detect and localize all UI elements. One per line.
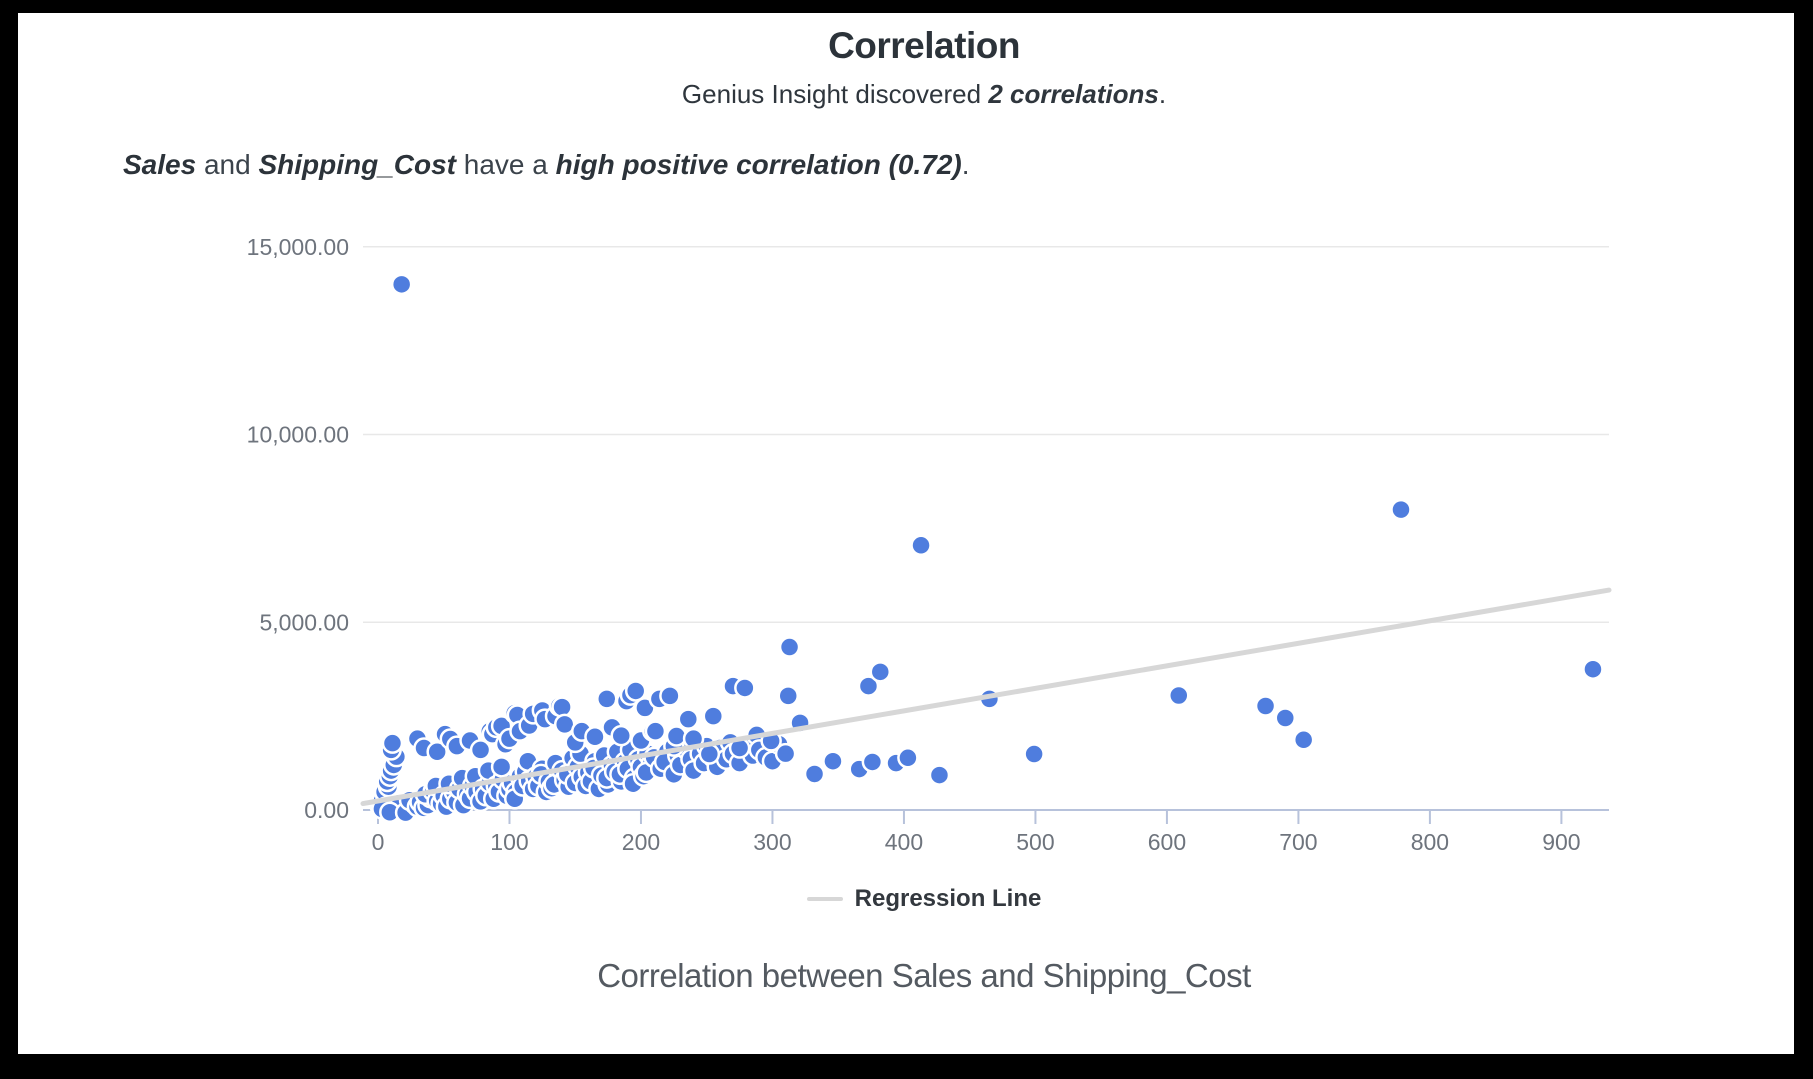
regression-line-swatch <box>806 897 843 901</box>
x-axis-tick-label: 0 <box>372 829 385 855</box>
x-axis-tick-label: 100 <box>490 829 528 855</box>
insight-strength: high positive correlation (0.72) <box>555 149 962 180</box>
x-axis-tick-label: 600 <box>1148 829 1186 855</box>
chart-legend[interactable]: Regression Line <box>36 885 1812 913</box>
insight-summary-count: 2 correlations <box>988 79 1159 109</box>
scatter-point <box>774 742 797 765</box>
scatter-point <box>1023 743 1045 765</box>
y-axis-tick-label: 5,000.00 <box>259 609 349 635</box>
scatter-point <box>702 705 725 727</box>
scatter-point <box>610 724 632 747</box>
y-axis-tick-label: 10,000.00 <box>247 422 349 448</box>
scatter-point <box>869 661 892 683</box>
correlation-insight: Sales and Shipping_Cost have a high posi… <box>123 149 970 180</box>
scatter-point <box>644 720 667 742</box>
scatter-point <box>857 675 880 697</box>
scatter-point <box>551 696 573 718</box>
scatter-point <box>861 751 884 773</box>
scatter-point <box>426 741 448 763</box>
legend-label: Regression Line <box>854 885 1042 912</box>
scatter-point <box>1292 729 1315 751</box>
scatter-chart: 0.00 5,000.00 10,000.00 15,000.00 0 100 200 300… <box>18 213 1793 873</box>
scatter-point <box>677 708 700 730</box>
x-axis-tick-label: 800 <box>1411 829 1449 855</box>
x-axis-tick-label: 500 <box>1016 829 1054 855</box>
scatter-plot[interactable]: 0.00 5,000.00 10,000.00 15,000.00 0 100 200 300… <box>18 213 1793 873</box>
scatter-point <box>469 739 492 761</box>
x-axis-tick-label: 900 <box>1542 829 1580 855</box>
y-axis-tick-label: 15,000.00 <box>247 234 349 260</box>
scatter-point <box>734 677 756 699</box>
y-axis-tick-label: 0.00 <box>304 797 349 823</box>
insight-variable-2: Shipping_Cost <box>258 149 456 180</box>
scatter-point <box>1274 707 1297 729</box>
insight-summary-prefix: Genius Insight discovered <box>681 79 989 109</box>
x-axis-tick-label: 700 <box>1279 829 1317 855</box>
scatter-point <box>381 732 404 754</box>
scatter-point <box>897 747 919 769</box>
scatter-point <box>928 764 951 786</box>
x-axis-tick-label: 300 <box>753 829 791 855</box>
page-title: Correlation <box>828 25 1020 66</box>
scatter-point <box>1254 695 1277 717</box>
chart-caption: Correlation between Sales and Shipping_C… <box>597 957 1251 994</box>
scatter-point <box>665 725 688 747</box>
scatter-point <box>822 750 844 772</box>
scatter-point <box>778 636 801 658</box>
scatter-point <box>1168 684 1190 707</box>
correlation-report: Correlation Genius Insight discovered 2 … <box>18 13 1794 1054</box>
scatter-point <box>490 756 513 778</box>
insight-variable-1: Sales <box>123 149 197 180</box>
regression-line <box>360 587 1612 807</box>
insight-summary-suffix: . <box>1158 79 1167 109</box>
scatter-point <box>1582 658 1604 680</box>
scatter-point <box>910 534 932 557</box>
scatter-point <box>624 680 647 702</box>
scatter-point <box>777 685 799 707</box>
insight-summary: Genius Insight discovered 2 correlations… <box>36 79 1812 110</box>
scatter-point <box>596 688 618 710</box>
scatter-point <box>803 763 826 785</box>
x-axis-tick-label: 400 <box>885 829 923 855</box>
scatter-point <box>1390 498 1412 521</box>
scatter-point <box>659 685 681 707</box>
scatter-point <box>390 273 413 296</box>
scatter-point <box>584 726 606 748</box>
x-axis-tick-label: 200 <box>622 829 660 855</box>
